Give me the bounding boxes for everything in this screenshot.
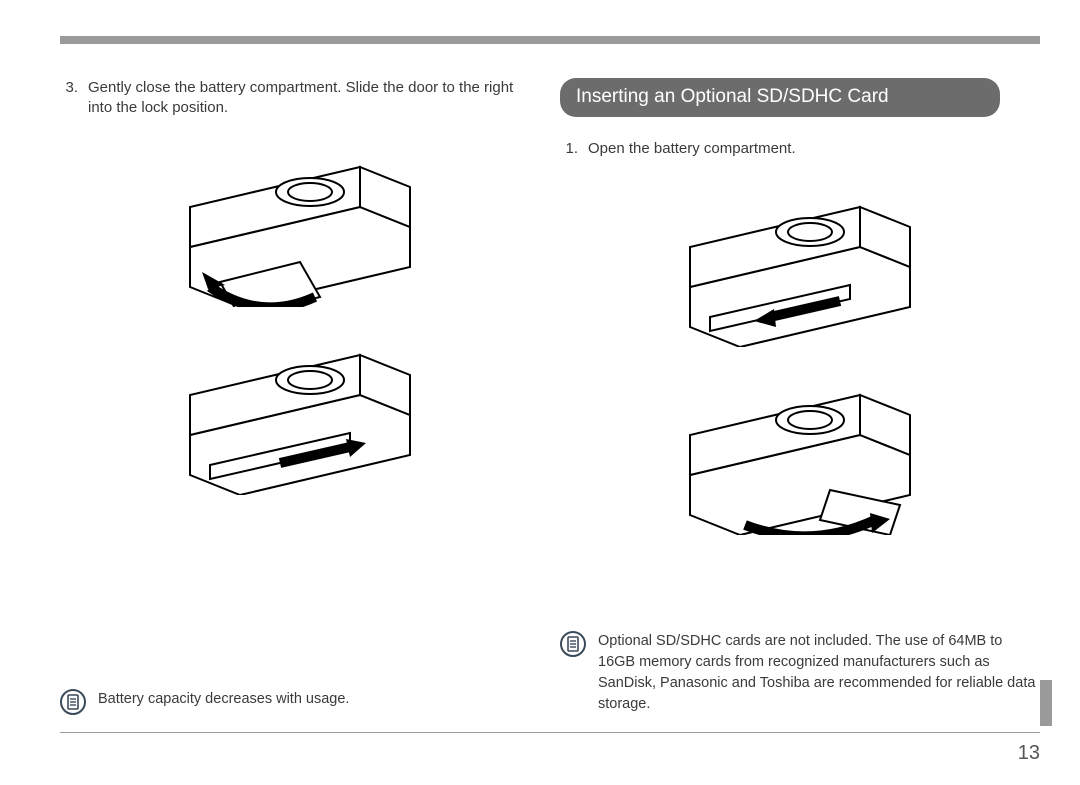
left-column: 3. Gently close the battery compartment.…: [60, 78, 540, 715]
right-column: Inserting an Optional SD/SDHC Card 1. Op…: [560, 78, 1040, 715]
right-illustrations: [560, 167, 1040, 621]
bottom-rule: [60, 732, 1040, 733]
step-1: 1. Open the battery compartment.: [560, 139, 1040, 159]
camera-open-door-illustration: [650, 375, 950, 535]
note-icon: [560, 631, 586, 657]
step-3: 3. Gently close the battery compartment.…: [60, 78, 540, 119]
left-illustrations: [60, 127, 540, 680]
side-tab: [1040, 680, 1052, 726]
camera-close-door-illustration: [150, 147, 450, 307]
page-number: 13: [1018, 742, 1040, 765]
camera-closed-illustration: [650, 187, 950, 347]
step-number: 3.: [60, 78, 78, 119]
top-bar: [60, 36, 1040, 44]
right-note: Optional SD/SDHC cards are not included.…: [560, 621, 1040, 715]
note-text: Battery capacity decreases with usage.: [98, 689, 349, 715]
section-heading: Inserting an Optional SD/SDHC Card: [560, 78, 1000, 117]
step-text: Gently close the battery compartment. Sl…: [88, 78, 540, 119]
content-columns: 3. Gently close the battery compartment.…: [60, 78, 1040, 715]
left-note: Battery capacity decreases with usage.: [60, 679, 540, 715]
step-text: Open the battery compartment.: [588, 139, 796, 159]
note-icon: [60, 689, 86, 715]
note-text: Optional SD/SDHC cards are not included.…: [598, 631, 1040, 715]
step-number: 1.: [560, 139, 578, 159]
camera-slide-lock-illustration: [150, 335, 450, 495]
